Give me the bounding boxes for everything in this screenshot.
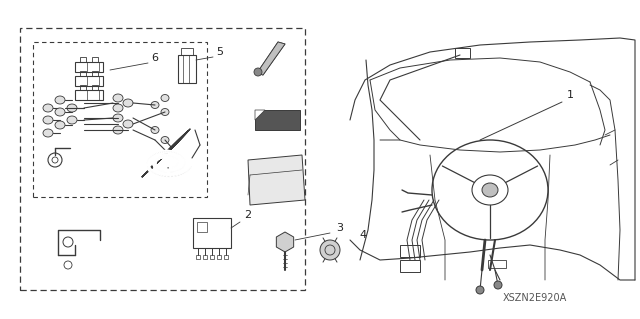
Ellipse shape <box>151 127 159 133</box>
Bar <box>217 255 221 259</box>
Text: 6: 6 <box>152 53 159 63</box>
Ellipse shape <box>43 104 53 112</box>
Polygon shape <box>248 155 305 205</box>
Bar <box>92 85 98 90</box>
Ellipse shape <box>113 104 123 112</box>
Text: XSZN2E920A: XSZN2E920A <box>503 293 567 303</box>
Bar <box>75 62 103 72</box>
Polygon shape <box>255 110 300 130</box>
Circle shape <box>254 68 262 76</box>
Bar <box>80 57 86 62</box>
Circle shape <box>494 281 502 289</box>
Bar <box>210 255 214 259</box>
Text: 4: 4 <box>360 230 367 240</box>
Polygon shape <box>255 110 265 120</box>
Bar <box>203 255 207 259</box>
Ellipse shape <box>161 94 169 101</box>
Bar <box>197 222 207 232</box>
Bar <box>181 48 193 55</box>
Bar <box>488 260 506 268</box>
Bar <box>80 85 86 90</box>
Bar <box>92 57 98 62</box>
Ellipse shape <box>123 120 133 128</box>
Bar <box>75 76 103 86</box>
Bar <box>75 90 103 100</box>
Bar <box>178 55 196 83</box>
Polygon shape <box>276 232 294 252</box>
Bar <box>196 255 200 259</box>
Bar <box>80 71 86 76</box>
Ellipse shape <box>113 126 123 134</box>
Bar <box>455 48 470 58</box>
Text: 2: 2 <box>244 210 252 220</box>
Polygon shape <box>257 42 285 75</box>
Ellipse shape <box>55 96 65 104</box>
Ellipse shape <box>113 94 123 102</box>
Ellipse shape <box>113 114 123 122</box>
Ellipse shape <box>151 101 159 108</box>
Ellipse shape <box>43 129 53 137</box>
Ellipse shape <box>55 108 65 116</box>
Bar <box>400 260 420 272</box>
Text: 1: 1 <box>566 90 573 100</box>
Ellipse shape <box>67 104 77 112</box>
Bar <box>33 42 207 197</box>
Ellipse shape <box>55 121 65 129</box>
Ellipse shape <box>482 183 498 197</box>
Bar <box>20 28 305 290</box>
Ellipse shape <box>123 99 133 107</box>
Bar <box>92 71 98 76</box>
Text: 3: 3 <box>337 223 344 233</box>
Ellipse shape <box>43 116 53 124</box>
Bar <box>224 255 228 259</box>
Ellipse shape <box>161 108 169 115</box>
Ellipse shape <box>67 116 77 124</box>
Text: 5: 5 <box>216 47 223 57</box>
Circle shape <box>320 240 340 260</box>
Ellipse shape <box>161 137 169 144</box>
Bar <box>400 245 420 257</box>
Circle shape <box>476 286 484 294</box>
Bar <box>193 218 231 248</box>
